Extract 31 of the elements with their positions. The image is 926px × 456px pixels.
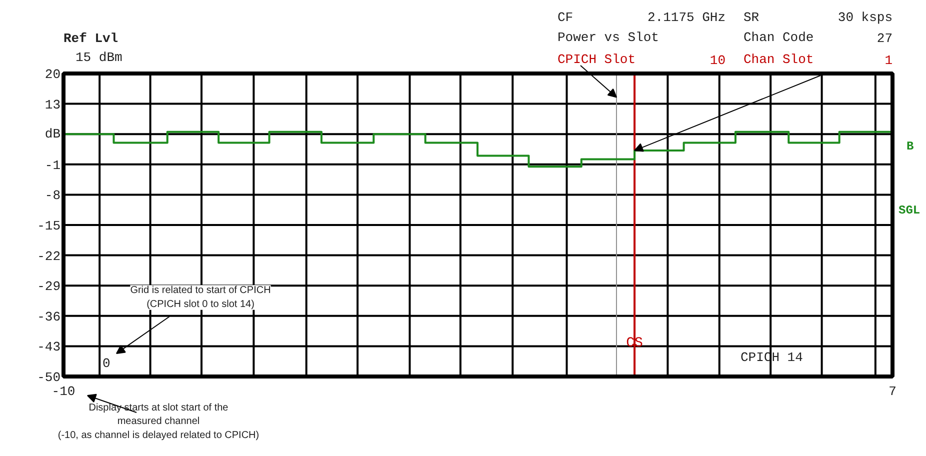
annotation: Grid is related to start of CPICH (CPICH slot 0 to slot 14) <box>130 285 271 310</box>
text: 15 dBm <box>76 50 123 65</box>
y-tick-label: -43 <box>37 340 60 355</box>
text: Display starts at slot start of the measured channel (-10, as channel is delayed related to CPICH) <box>58 402 260 441</box>
y-tick-label: -36 <box>37 309 60 324</box>
text: 1 <box>884 53 893 68</box>
text: SR <box>744 10 760 25</box>
text: Chan Code <box>744 30 814 45</box>
text: 2.1175 GHz <box>647 10 726 25</box>
annotation: Chan Slot <box>744 52 814 67</box>
text: 30 ksps <box>838 10 892 25</box>
text: 10 <box>710 53 726 68</box>
y-tick-label: 13 <box>44 97 61 112</box>
x-tick-label: -10 <box>52 384 76 399</box>
y-tick-label: -1 <box>44 158 61 173</box>
annotation: CPICH Slot <box>558 52 636 67</box>
x-tick-label: 7 <box>888 384 896 399</box>
y-tick-label: -22 <box>37 248 60 264</box>
text: Power vs Slot <box>558 30 659 45</box>
text: CF <box>558 10 574 25</box>
text: Ref Lvl <box>64 31 118 46</box>
text: 27 <box>876 31 893 46</box>
y-tick-label: -8 <box>44 188 61 204</box>
text: B <box>906 140 914 154</box>
text: SGL <box>898 204 920 218</box>
y-tick-label: dB <box>44 126 61 142</box>
y-tick-label: -29 <box>37 279 60 294</box>
y-tick-label: -15 <box>37 218 60 234</box>
y-tick-label: 20 <box>44 67 61 82</box>
annotation: 0 <box>102 356 110 371</box>
y-tick-label: -50 <box>37 370 60 385</box>
